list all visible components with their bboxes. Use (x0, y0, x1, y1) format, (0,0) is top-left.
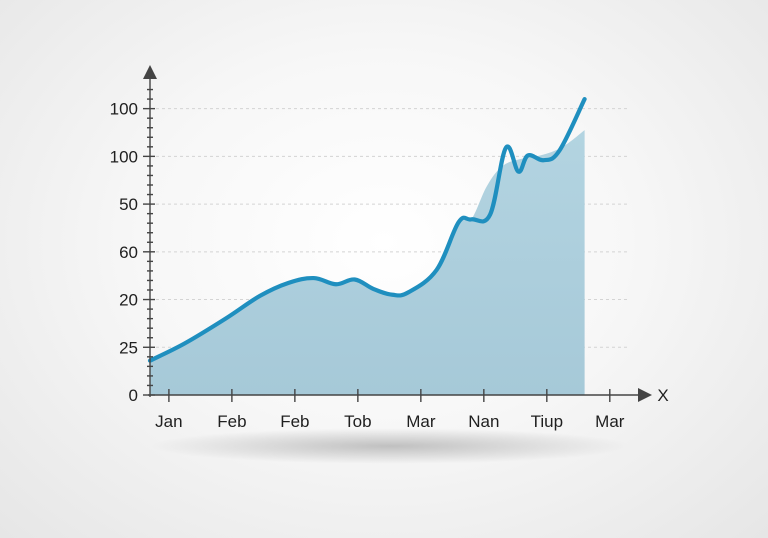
x-tick-label-0: Jan (155, 412, 182, 431)
x-tick-label-5: Nan (468, 412, 499, 431)
tick-labels: X 0 25 20 60 50 100 100 Jan Feb Feb Tob Mar Nan Tiup Ma… (110, 100, 669, 431)
y-tick-label-2: 20 (119, 291, 138, 310)
y-tick-label-5: 100 (110, 147, 138, 166)
x-tick-label-7: Mar (595, 412, 625, 431)
x-tick-label-3: Tob (344, 412, 371, 431)
line-series (147, 96, 587, 363)
y-tick-label-1: 25 (119, 338, 138, 357)
x-tick-label-4: Mar (406, 412, 436, 431)
y-tick-label-4: 50 (119, 195, 138, 214)
x-tick-label-6: Tiup (531, 412, 563, 431)
x-tick-label-2: Feb (280, 412, 309, 431)
ticks (143, 88, 611, 402)
series-line (147, 96, 587, 363)
y-tick-label-0: 0 (129, 386, 138, 405)
x-tick-label-1: Feb (217, 412, 246, 431)
x-axis-label: X (657, 386, 668, 405)
y-tick-label-6: 100 (110, 100, 138, 119)
area-fill (150, 130, 585, 395)
chart-shadow (150, 428, 630, 464)
y-tick-label-3: 60 (119, 243, 138, 262)
area-series (150, 130, 585, 395)
axes (143, 65, 652, 402)
